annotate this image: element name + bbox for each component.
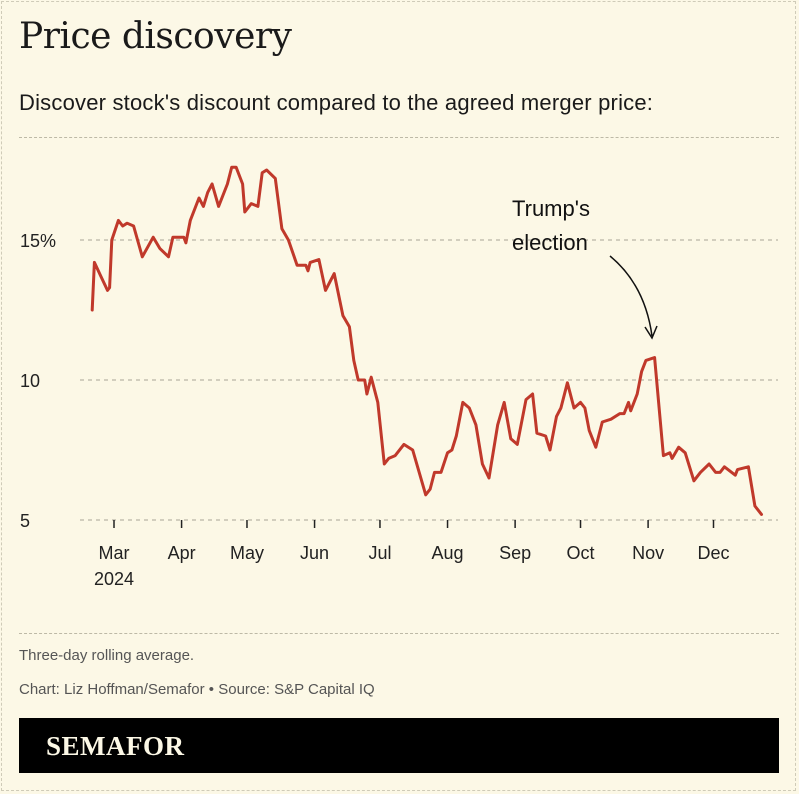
x-tick-label: Aug — [432, 543, 464, 563]
x-tick-year: 2024 — [94, 569, 134, 589]
x-tick-label: Sep — [499, 543, 531, 563]
annotation-arrow-icon — [609, 255, 653, 337]
x-tick-label: Oct — [567, 543, 595, 563]
y-tick-label: 10 — [20, 371, 40, 391]
chart-subtitle: Discover stock's discount compared to th… — [19, 90, 654, 115]
footer-divider — [19, 633, 779, 634]
annotation: Trump's election — [512, 196, 658, 340]
y-tick-label: 5 — [20, 511, 30, 531]
x-tick-label: Apr — [168, 543, 196, 563]
annotation-line-1: Trump's — [512, 196, 590, 221]
x-tick-label: Jun — [300, 543, 329, 563]
x-tick-label: Dec — [697, 543, 729, 563]
top-divider — [19, 137, 779, 138]
method-note: Three-day rolling average. — [19, 647, 195, 664]
x-tick-label: May — [230, 543, 264, 563]
x-tick-label: Nov — [632, 543, 664, 563]
x-tick-label: Mar — [99, 543, 130, 563]
arrowhead-icon — [644, 325, 658, 340]
brand-bar: SEMAFOR — [19, 718, 779, 773]
chart-title: Price discovery — [19, 16, 292, 57]
series-line — [90, 165, 763, 516]
x-tick-label: Jul — [368, 543, 391, 563]
credit-note: Chart: Liz Hoffman/Semafor • Source: S&P… — [19, 681, 375, 698]
semafor-logo: SEMAFOR — [46, 731, 185, 761]
y-tick-label: 15% — [20, 231, 56, 251]
annotation-line-2: election — [512, 230, 588, 255]
